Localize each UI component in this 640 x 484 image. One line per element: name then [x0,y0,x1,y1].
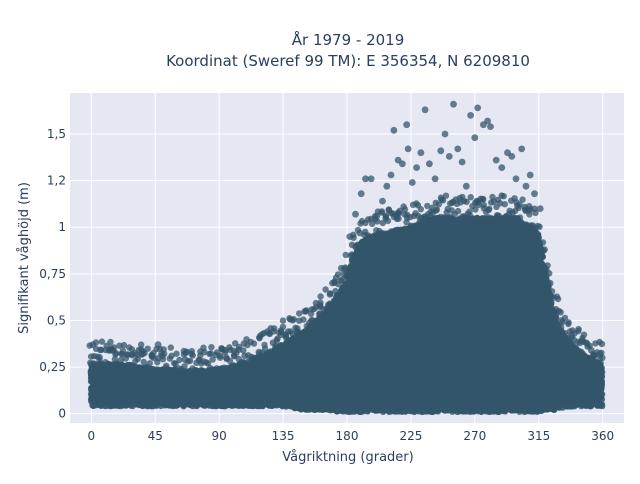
scatter-chart: År 1979 - 2019 Koordinat (Sweref 99 TM):… [0,0,640,480]
chart-title-line-2: Koordinat (Sweref 99 TM): E 356354, N 62… [166,52,530,70]
chart-figure: År 1979 - 2019 Koordinat (Sweref 99 TM):… [0,0,640,480]
chart-title-line-1: År 1979 - 2019 [292,30,405,49]
